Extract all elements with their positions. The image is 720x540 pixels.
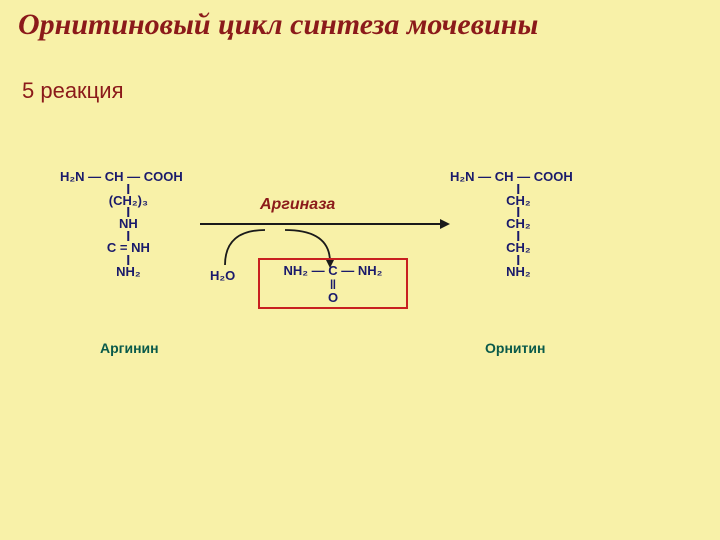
slide-title: Орнитиновый цикл синтеза мочевины bbox=[18, 8, 538, 42]
water-label: H₂O bbox=[210, 268, 235, 283]
arginine-label: Аргинин bbox=[100, 340, 159, 356]
arginine-structure: H₂N — CH — COOH (CH₂)₃ NH C = NH NH₂ bbox=[60, 170, 183, 278]
reaction-diagram: H₂N — CH — COOH (CH₂)₃ NH C = NH NH₂ H₂N… bbox=[60, 170, 620, 410]
arginine-top: H₂N — CH — COOH bbox=[60, 170, 183, 184]
urea-product: NH₂ — C — NH₂ ‖ O bbox=[258, 258, 408, 309]
ornithine-structure: H₂N — CH — COOH CH₂ CH₂ CH₂ NH₂ bbox=[450, 170, 573, 278]
ornithine-top: H₂N — CH — COOH bbox=[450, 170, 573, 184]
enzyme-label: Аргиназа bbox=[260, 196, 335, 214]
ornithine-label: Орнитин bbox=[485, 340, 545, 356]
slide-subtitle: 5 реакция bbox=[22, 78, 123, 104]
